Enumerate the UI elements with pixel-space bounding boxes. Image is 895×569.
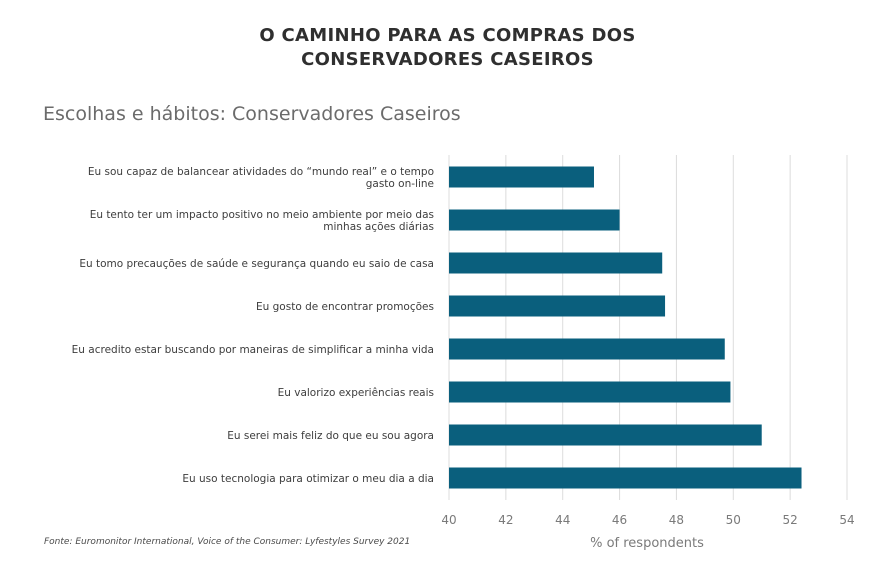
x-tick-label: 46 [612,513,627,527]
category-label: Eu valorizo experiências reais [278,387,434,399]
chart-title-line-2: CONSERVADORES CASEIROS [301,49,594,70]
category-label: Eu serei mais feliz do que eu sou agora [227,430,434,442]
x-tick-label: 50 [726,513,741,527]
bar [449,381,731,403]
x-axis-label: % of respondents [590,536,704,551]
x-tick-label: 52 [783,513,798,527]
category-label: Eu gosto de encontrar promoções [256,301,434,313]
source-note: Fonte: Euromonitor International, Voice … [44,537,411,547]
bar [449,424,762,446]
bar [449,295,666,317]
category-label: Eu sou capaz de balancear atividades do … [88,166,434,190]
category-label: Eu acredito estar buscando por maneiras … [72,344,434,356]
x-tick-label: 44 [555,513,570,527]
x-tick-label: 40 [441,513,456,527]
x-tick-label: 54 [839,513,854,527]
bar [449,252,663,274]
chart-subtitle: Escolhas e hábitos: Conservadores Caseir… [43,103,461,125]
bar [449,166,594,188]
bar [449,338,725,360]
bar [449,209,620,231]
chart-title-line-1: O CAMINHO PARA AS COMPRAS DOS [259,25,636,46]
category-label: Eu tomo precauções de saúde e segurança … [79,258,434,270]
chart-title: O CAMINHO PARA AS COMPRAS DOS CONSERVADO… [0,24,895,72]
x-tick-label: 42 [498,513,513,527]
bar [449,467,802,489]
category-label: Eu tento ter um impacto positivo no meio… [90,209,434,233]
category-label: Eu uso tecnologia para otimizar o meu di… [182,473,434,485]
x-tick-label: 48 [669,513,684,527]
